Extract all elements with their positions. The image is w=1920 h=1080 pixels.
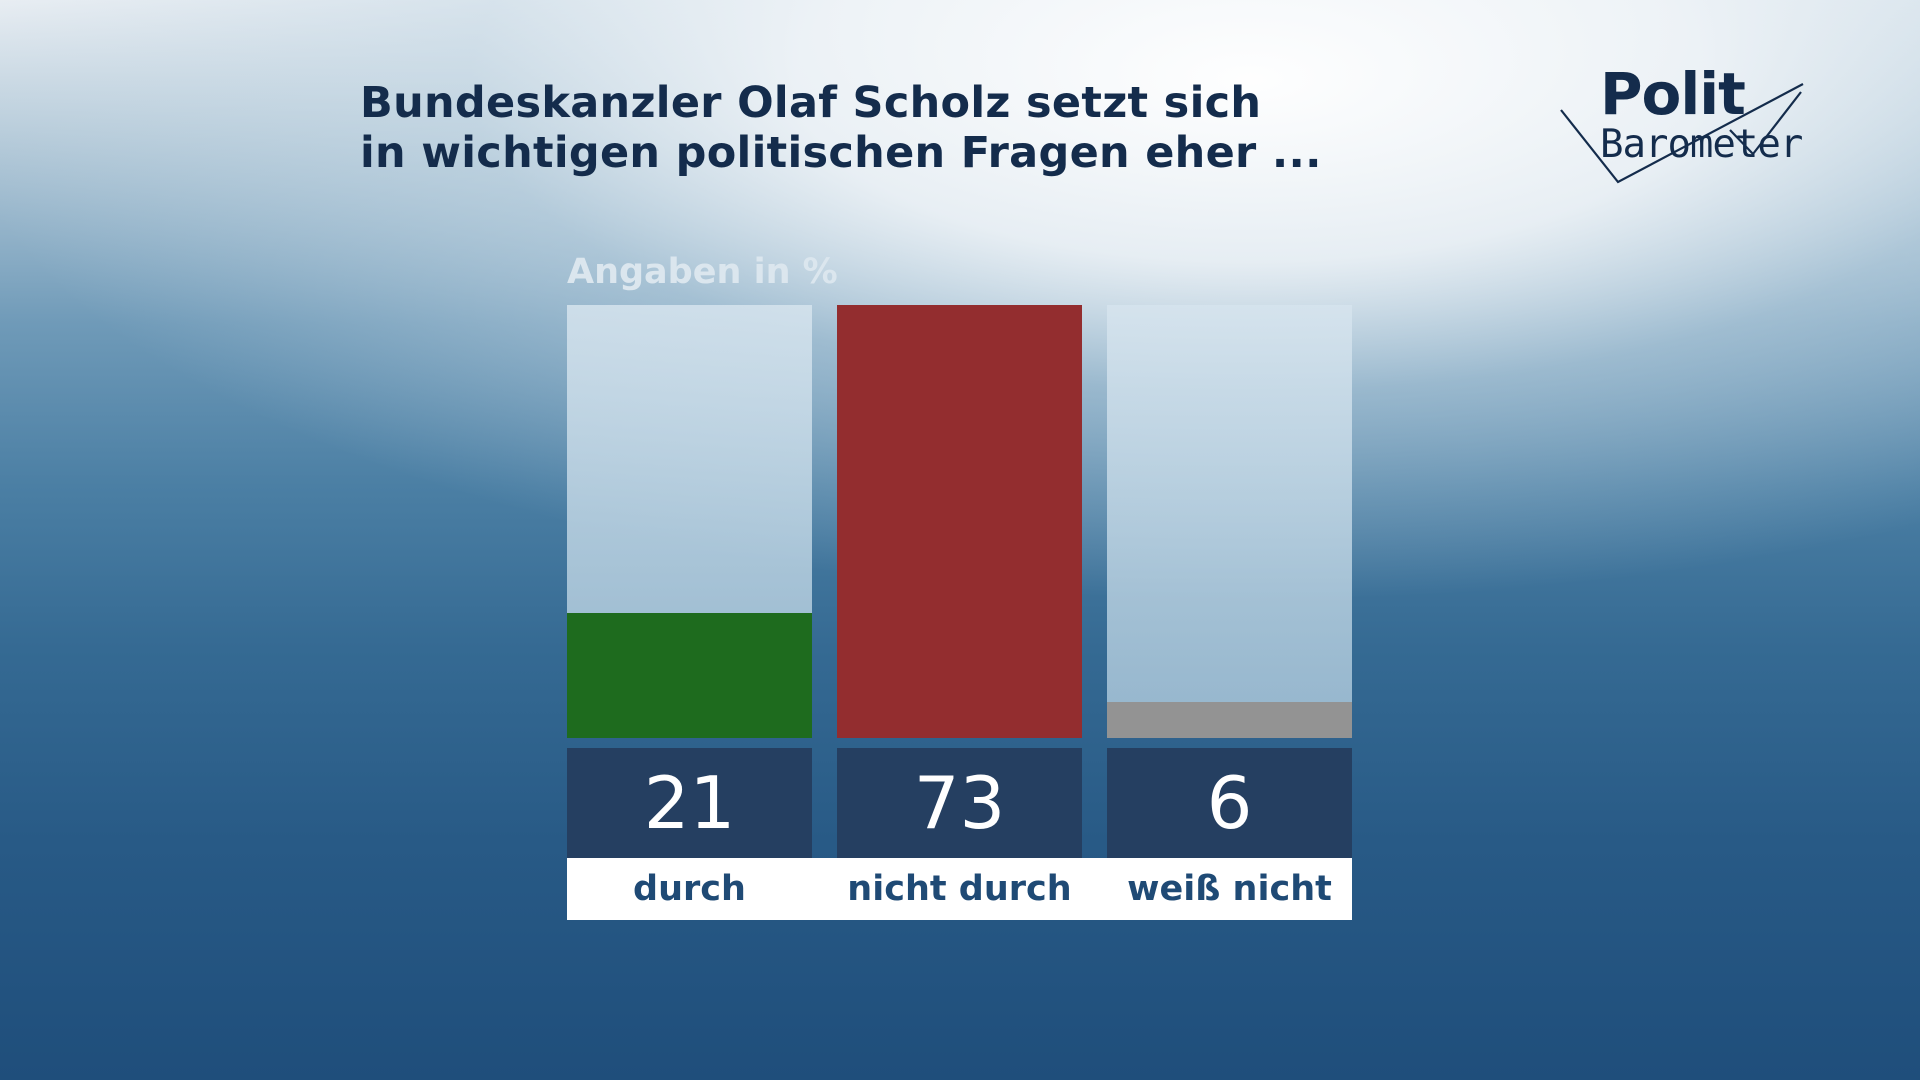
unit-label: Angaben in % xyxy=(567,252,838,292)
bar-chart: 21 durch 73 nicht durch 6 weiß nicht xyxy=(567,305,1352,920)
category-label: weiß nicht xyxy=(1127,869,1332,909)
bar-track xyxy=(1107,305,1352,738)
logo-text-barometer: Barometer xyxy=(1600,122,1803,167)
category-label: durch xyxy=(633,869,746,909)
checkmark-icon xyxy=(1560,83,1804,184)
chart-title-line-1: Bundeskanzler Olaf Scholz setzt sich xyxy=(360,78,1262,128)
data-label: 6 xyxy=(1107,748,1352,858)
category-label-strip xyxy=(567,858,1352,920)
bar-column-0: 21 xyxy=(567,305,812,920)
politbarometer-logo: Polit Barometer xyxy=(1555,62,1815,192)
bar xyxy=(567,613,812,738)
bar-column-1: 73 xyxy=(837,305,1082,920)
chart-title-line-2: in wichtigen politischen Fragen eher ... xyxy=(360,128,1322,178)
logo-text-polit: Polit xyxy=(1600,60,1746,128)
chart-title: Bundeskanzler Olaf Scholz setzt sich in … xyxy=(360,78,1322,178)
data-label: 73 xyxy=(837,748,1082,858)
category-label: nicht durch xyxy=(847,869,1072,909)
bar xyxy=(837,305,1082,738)
data-label: 21 xyxy=(567,748,812,858)
bar-column-2: 6 xyxy=(1107,305,1352,920)
bar xyxy=(1107,702,1352,738)
